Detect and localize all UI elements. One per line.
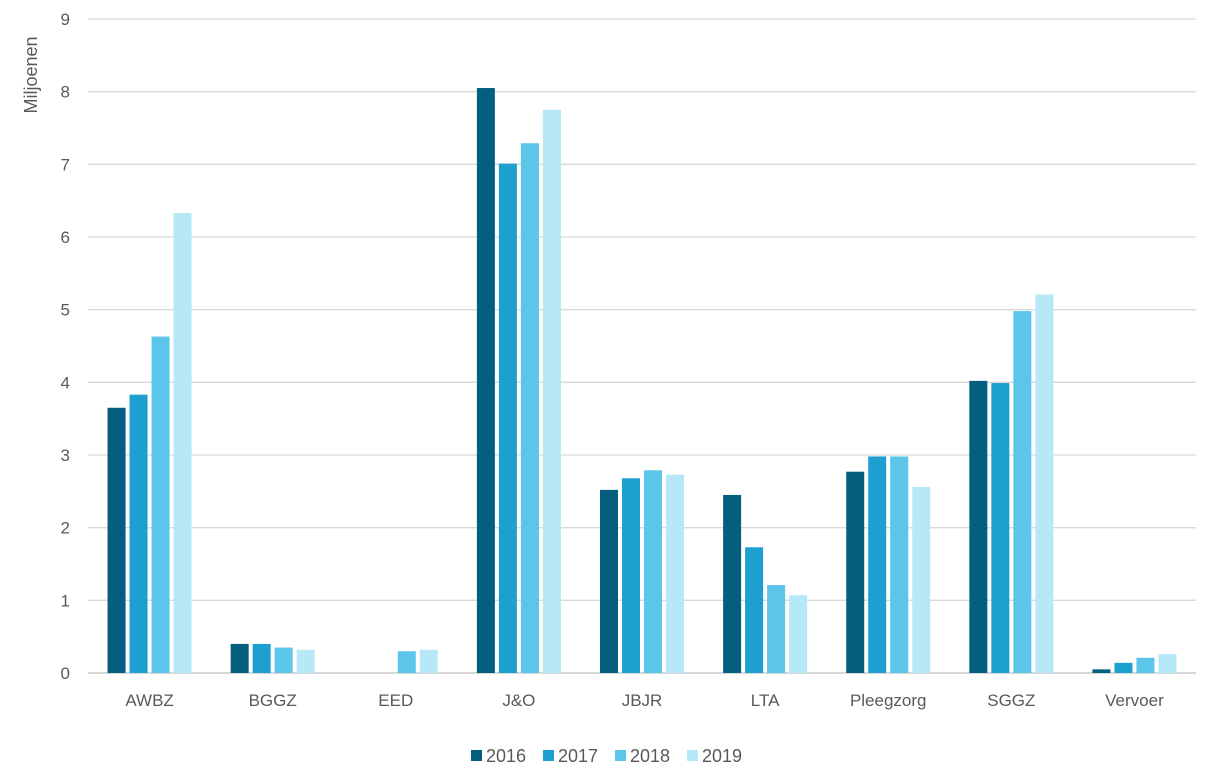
legend: 2016 2017 2018 2019	[471, 746, 742, 766]
bar-2017	[252, 643, 271, 673]
bar-2019	[542, 109, 561, 674]
legend-item: 2018	[615, 746, 670, 766]
y-axis-ticks: 0 1 2 3 4 5 6 7 8 9	[61, 10, 70, 683]
legend-label: 2019	[702, 746, 742, 766]
legend-swatch	[687, 750, 698, 761]
legend-swatch	[543, 750, 554, 761]
x-tick-label: LTA	[751, 691, 780, 710]
y-tick-label: 3	[61, 446, 70, 465]
bar-2017	[622, 478, 640, 673]
x-tick-label: Vervoer	[1105, 691, 1164, 710]
legend-label: 2017	[558, 746, 598, 766]
bar-2016	[107, 407, 126, 673]
legend-label: 2016	[486, 746, 526, 766]
bar-2018	[274, 647, 293, 673]
x-tick-label: EED	[378, 691, 413, 710]
bar-2016	[600, 489, 618, 673]
legend-item: 2016	[471, 746, 526, 766]
x-tick-label: SGGZ	[987, 691, 1035, 710]
bar-2019	[173, 213, 192, 673]
y-tick-label: 5	[61, 301, 70, 320]
bar-2018	[644, 470, 662, 673]
x-tick-label: J&O	[502, 691, 535, 710]
y-tick-label: 1	[61, 591, 70, 610]
gridlines	[88, 18, 1196, 674]
x-tick-label: JBJR	[622, 691, 663, 710]
bar-2018	[1013, 311, 1032, 673]
bar-2017	[991, 383, 1010, 673]
bar-2018	[397, 651, 416, 673]
bar-2016	[476, 88, 495, 674]
bar-2016	[1092, 669, 1111, 673]
bar-2018	[151, 336, 170, 673]
bar-2019	[912, 486, 931, 673]
bar-2017	[868, 456, 887, 673]
bar-2017	[498, 163, 517, 673]
bars	[107, 88, 1177, 674]
bar-2019	[296, 649, 315, 673]
legend-item: 2019	[687, 746, 742, 766]
x-tick-label: BGGZ	[249, 691, 297, 710]
bar-2018	[1136, 657, 1155, 673]
y-tick-label: 0	[61, 664, 70, 683]
y-tick-label: 7	[61, 155, 70, 174]
bar-2016	[230, 643, 249, 673]
bar-2016	[846, 471, 865, 673]
bar-2018	[890, 456, 909, 673]
bar-2019	[1158, 654, 1177, 673]
x-axis-ticks: AWBZ BGGZ EED J&O JBJR LTA Pleegzorg SGGZ Vervoe…	[125, 691, 1164, 710]
bar-2019	[1035, 294, 1054, 673]
bar-2019	[789, 595, 808, 673]
bar-2018	[520, 143, 539, 673]
y-axis-title: Miljoenen	[21, 36, 41, 113]
bar-2017	[1114, 662, 1133, 673]
bar-2017	[129, 394, 148, 673]
legend-swatch	[615, 750, 626, 761]
y-tick-label: 8	[61, 83, 70, 102]
y-tick-label: 2	[61, 519, 70, 538]
y-tick-label: 6	[61, 228, 70, 247]
x-tick-label: AWBZ	[125, 691, 173, 710]
x-tick-label: Pleegzorg	[850, 691, 927, 710]
y-tick-label: 4	[61, 373, 70, 392]
bar-2017	[745, 547, 764, 673]
bar-2018	[767, 585, 786, 673]
bar-2016	[723, 494, 742, 673]
bar-2016	[969, 380, 988, 673]
y-tick-label: 9	[61, 10, 70, 29]
legend-item: 2017	[543, 746, 598, 766]
bar-2019	[419, 649, 438, 673]
legend-swatch	[471, 750, 482, 761]
bar-2019	[666, 474, 684, 673]
legend-label: 2018	[630, 746, 670, 766]
